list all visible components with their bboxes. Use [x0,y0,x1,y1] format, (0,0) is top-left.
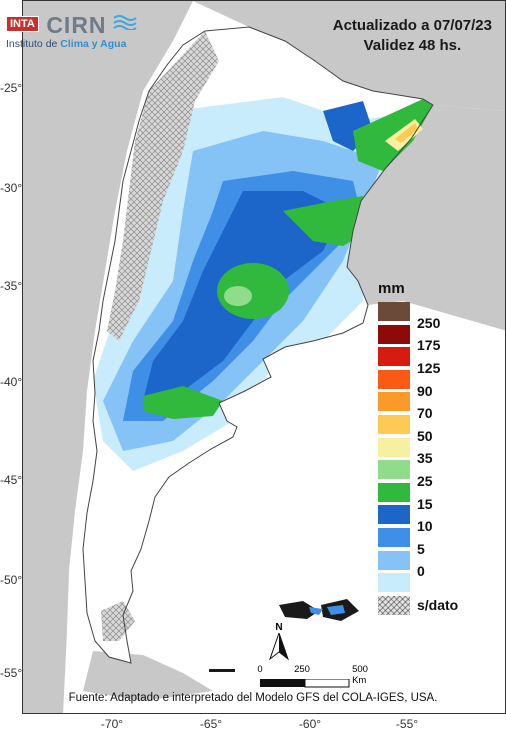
legend-label: 10 [417,518,433,535]
legend-label: 35 [417,450,433,467]
logo-subtitle: Instituto de [6,38,58,50]
legend-label: 15 [417,495,433,512]
map-frame [22,0,506,714]
cirn-logo: CIRN [46,12,107,38]
lon-tick: -65° [199,717,223,731]
legend-swatch [378,482,410,502]
legend-label: 175 [417,337,441,354]
inta-logo: INTA [6,16,39,32]
legend-swatch [378,392,410,412]
scale-label: 500 Km [352,664,368,686]
scale-label: 250 [294,664,310,675]
no-data-islands [101,601,135,641]
legend-swatch [378,528,410,547]
legend-label: s/dato [417,597,459,614]
lat-tick: -30° [0,181,23,195]
updated-label: Actualizado a 07/07/23 [332,17,492,34]
lat-tick: -35° [0,279,23,293]
scale-bar-graphic [260,679,350,688]
north-arrow-icon [268,631,290,661]
legend-label: 250 [417,314,441,331]
legend-swatch [378,550,410,570]
north-label: N [275,622,283,633]
legend-swatch [378,595,410,615]
lat-tick: -25° [0,81,23,95]
legend-label: 0 [417,563,425,580]
north-arrow: N [268,622,290,664]
legend-swatch [378,302,410,321]
lon-tick: -60° [298,717,322,731]
legend-label: 5 [417,540,425,557]
legend-swatch [378,460,410,480]
no-data-andes [107,31,219,341]
legend-label: 125 [417,360,441,376]
legend-unit: mm [378,280,405,297]
precipitation-map [23,1,505,713]
lat-tick: -40° [0,375,23,389]
lat-tick: -50° [0,573,23,587]
legend-label: 70 [417,405,433,422]
legend-swatch [378,505,410,525]
legend-swatch [378,369,410,389]
lat-tick: -45° [0,473,23,487]
legend-swatch [378,324,410,344]
legend-swatch [378,573,410,593]
waves-icon [113,14,137,35]
malvinas-islands [279,599,359,621]
logo: INTA CIRN Instituto de Clima y Agua [6,12,137,50]
legend-label: 50 [417,427,433,444]
chile-land [23,1,193,713]
brazil-uruguay-land [347,105,505,331]
logo-subtitle-highlight: Clima y Agua [60,38,127,50]
lon-tick: -70° [100,717,124,731]
legend-swatch [378,437,410,457]
bolivia-paraguay-land [193,1,505,111]
staten-island [209,669,235,672]
source-note: Fuente: Adaptado e interpretado del Mode… [68,692,438,704]
legend-label: 90 [417,382,433,399]
legend-swatch [378,415,410,434]
tierra-del-fuego-chile [83,651,213,701]
lat-tick: -55° [0,666,23,680]
misiones-area [353,99,433,171]
legend-swatch [378,347,410,367]
validity-label: Validez 48 hs. [363,37,462,54]
map-title: Actualizado a 07/07/23 Validez 48 hs. [333,16,492,56]
scale-label: 0 [257,664,263,675]
legend-label: 25 [417,473,433,489]
lon-tick: -55° [395,717,419,731]
